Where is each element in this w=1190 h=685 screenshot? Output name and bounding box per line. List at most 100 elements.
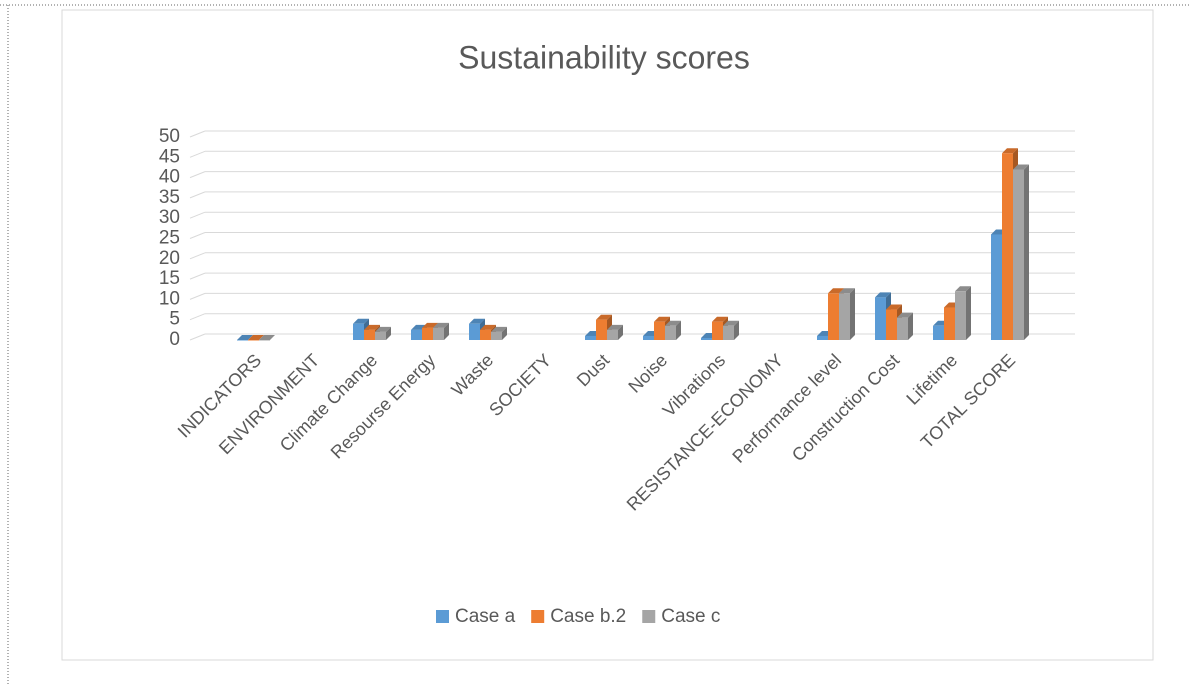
y-tick-label: 25 (159, 228, 180, 249)
y-tick-label: 35 (159, 187, 180, 208)
bar (712, 321, 723, 340)
bar (353, 323, 364, 340)
bar-top (1013, 164, 1029, 170)
y-tick-label: 15 (159, 268, 180, 289)
y-tick-label: 20 (159, 248, 180, 269)
bar-top (886, 304, 902, 310)
bar-top (875, 292, 891, 298)
bar-top (422, 322, 438, 328)
y-tick-label: 40 (159, 167, 180, 188)
grid-depth (189, 171, 206, 179)
grid (189, 130, 1075, 341)
y-tick-label: 50 (159, 126, 180, 147)
bar (643, 335, 654, 340)
legend-swatch (642, 610, 656, 623)
bar-side (908, 312, 913, 340)
y-tick-label: 0 (169, 329, 180, 350)
bar (491, 331, 502, 340)
bar-top (712, 316, 728, 322)
bar-top (433, 322, 449, 328)
bar (897, 317, 908, 340)
bar (886, 309, 897, 340)
bar-side (618, 324, 623, 340)
bar-top (897, 312, 913, 318)
bar-top (1002, 148, 1018, 154)
bar (839, 293, 850, 340)
grid-depth (189, 252, 206, 260)
bar (607, 329, 618, 340)
grid-depth (189, 211, 206, 219)
bar-top (469, 318, 485, 324)
bar (480, 329, 491, 340)
bar-side (734, 320, 739, 340)
bar-side (1024, 164, 1029, 340)
legend-swatch (531, 610, 545, 623)
bar-side (966, 286, 971, 340)
bar (665, 325, 676, 340)
bar (259, 340, 270, 341)
bar (817, 335, 828, 340)
bar (1002, 153, 1013, 340)
bar-side (502, 326, 507, 340)
bar (933, 325, 944, 340)
y-tick-label: 30 (159, 207, 180, 228)
legend: Case a Case b.2 Case c (436, 606, 720, 627)
bar-top (839, 288, 855, 294)
bar (375, 331, 386, 340)
bar-top (353, 318, 369, 324)
bar (701, 337, 712, 340)
bar (422, 327, 433, 340)
bar (248, 340, 259, 341)
bar (944, 307, 955, 340)
bar-top (259, 335, 275, 340)
bar-top (237, 335, 253, 340)
legend-label: Case b.2 (550, 606, 626, 627)
grid-depth (189, 272, 206, 280)
grid-depth (189, 191, 206, 199)
y-tick-label: 10 (159, 288, 180, 309)
y-tick-label: 5 (169, 309, 180, 330)
bar (654, 321, 665, 340)
grid-depth (189, 232, 206, 239)
bar (955, 291, 966, 340)
bar (433, 327, 444, 340)
bar-side (444, 322, 449, 340)
grid-depth (189, 333, 206, 341)
bar-top (665, 320, 681, 326)
bar (364, 329, 375, 340)
bar (237, 340, 248, 341)
bar (991, 234, 1002, 340)
bar (875, 297, 886, 340)
bar-top (955, 286, 971, 292)
bar (723, 325, 734, 340)
bars (237, 148, 1029, 341)
bar (1013, 169, 1024, 340)
bar-side (386, 326, 391, 340)
bar-top (828, 288, 844, 294)
bar-top (596, 314, 612, 320)
y-tick-label: 45 (159, 146, 180, 167)
legend-label: Case c (661, 606, 720, 627)
bar-side (676, 320, 681, 340)
legend-swatch (436, 610, 449, 623)
legend-label: Case a (455, 606, 516, 627)
bar (596, 319, 607, 340)
bar (411, 329, 422, 340)
bar-top (607, 324, 623, 330)
bar-top (364, 324, 380, 330)
bar-top (491, 326, 507, 332)
bar-top (723, 320, 739, 326)
chart-title: Sustainability scores (458, 39, 750, 75)
bar (585, 335, 596, 340)
bar (469, 323, 480, 340)
grid-depth (189, 292, 206, 300)
bar-top (480, 324, 496, 330)
grid-depth (189, 313, 206, 321)
bar-top (248, 335, 264, 340)
bar-top (654, 316, 670, 322)
grid-depth (189, 130, 206, 138)
bar (828, 293, 839, 340)
grid-depth (189, 150, 206, 158)
bar-side (850, 288, 855, 340)
